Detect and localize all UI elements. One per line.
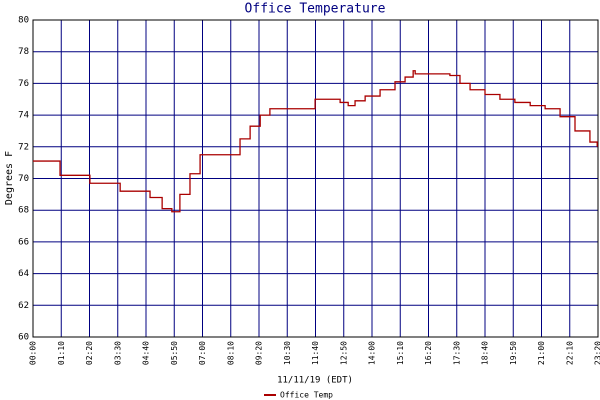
x-tick-label: 23:20 — [594, 341, 600, 365]
x-tick-label: 14:00 — [368, 341, 377, 365]
y-tick-label: 60 — [18, 333, 29, 343]
x-tick-label: 08:10 — [226, 341, 235, 365]
x-tick-label: 17:30 — [452, 341, 461, 365]
chart-title: Office Temperature — [245, 2, 386, 17]
x-tick-label: 07:00 — [198, 341, 207, 365]
legend-label: Office Temp — [280, 391, 333, 400]
x-tick-label: 01:10 — [57, 341, 66, 365]
y-tick-label: 68 — [18, 206, 29, 216]
x-tick-label: 19:50 — [509, 341, 518, 365]
y-axis-label: Degrees F — [4, 151, 15, 205]
x-tick-label: 15:10 — [396, 341, 405, 365]
x-tick-label: 22:10 — [565, 341, 574, 365]
y-tick-label: 66 — [18, 237, 29, 247]
x-tick-label: 03:30 — [113, 341, 122, 365]
x-tick-label: 10:30 — [283, 341, 292, 365]
y-tick-label: 72 — [18, 142, 29, 152]
y-tick-label: 80 — [18, 16, 29, 26]
x-tick-label: 11:40 — [311, 341, 320, 365]
x-tick-label: 05:50 — [170, 341, 179, 365]
x-axis-label: 11/11/19 (EDT) — [277, 376, 353, 386]
x-tick-label: 12:50 — [339, 341, 348, 365]
y-tick-label: 64 — [18, 269, 29, 279]
x-tick-label: 04:40 — [142, 341, 151, 365]
x-tick-label: 21:00 — [537, 341, 546, 365]
x-tick-label: 00:00 — [29, 341, 38, 365]
x-tick-label: 09:20 — [255, 341, 264, 365]
y-tick-label: 74 — [18, 111, 29, 121]
data-line — [33, 70, 598, 213]
y-tick-label: 70 — [18, 174, 29, 184]
plot-border — [32, 19, 599, 338]
x-tick-label: 02:20 — [85, 341, 94, 365]
y-tick-label: 62 — [18, 301, 29, 311]
x-tick-label: 16:20 — [424, 341, 433, 365]
x-tick-label: 18:40 — [481, 341, 490, 365]
y-tick-label: 76 — [18, 79, 29, 89]
y-tick-label: 78 — [18, 47, 29, 57]
